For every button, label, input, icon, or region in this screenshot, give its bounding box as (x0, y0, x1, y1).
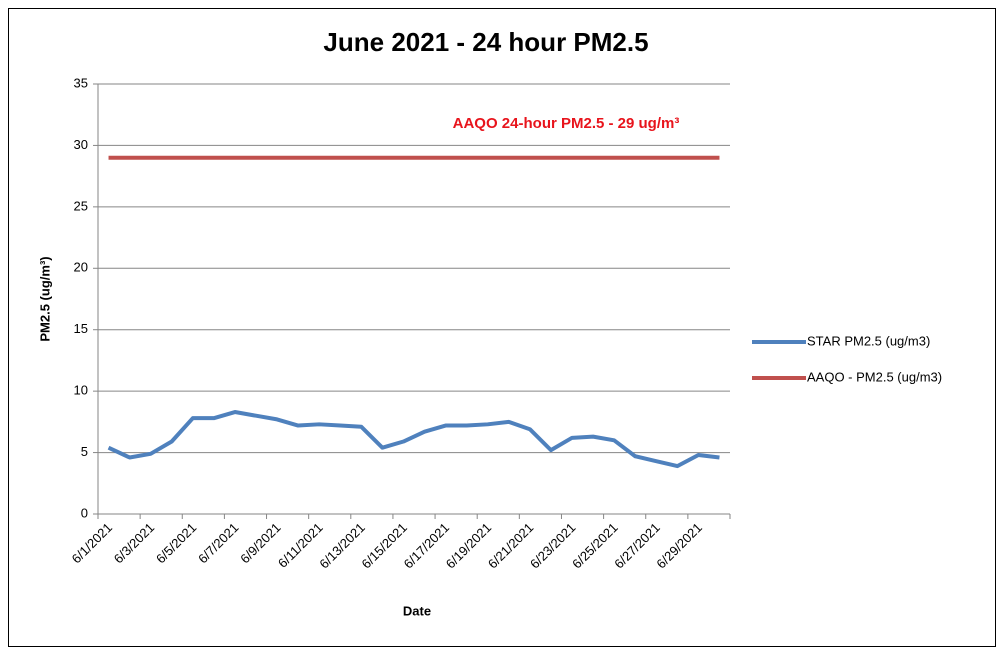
annotation: AAQO 24-hour PM2.5 - 29 ug/m³ (453, 115, 680, 132)
y-tick-label: 20 (74, 260, 88, 275)
series-line (107, 410, 720, 469)
chart-title: June 2021 - 24 hour PM2.5 (323, 27, 648, 57)
y-tick-label: 0 (81, 505, 88, 520)
legend-label: AAQO - PM2.5 (ug/m3) (807, 369, 942, 384)
y-tick-label: 15 (74, 321, 88, 336)
legend-label: STAR PM2.5 (ug/m3) (807, 333, 930, 348)
y-tick-label: 35 (74, 75, 88, 90)
y-tick-label: 30 (74, 137, 88, 152)
chart-border (8, 8, 996, 647)
y-tick-label: 10 (74, 383, 88, 398)
x-axis-label: Date (403, 603, 431, 618)
y-tick-label: 25 (74, 198, 88, 213)
y-axis-label: PM2.5 (ug/m³) (37, 256, 52, 341)
y-tick-label: 5 (81, 444, 88, 459)
